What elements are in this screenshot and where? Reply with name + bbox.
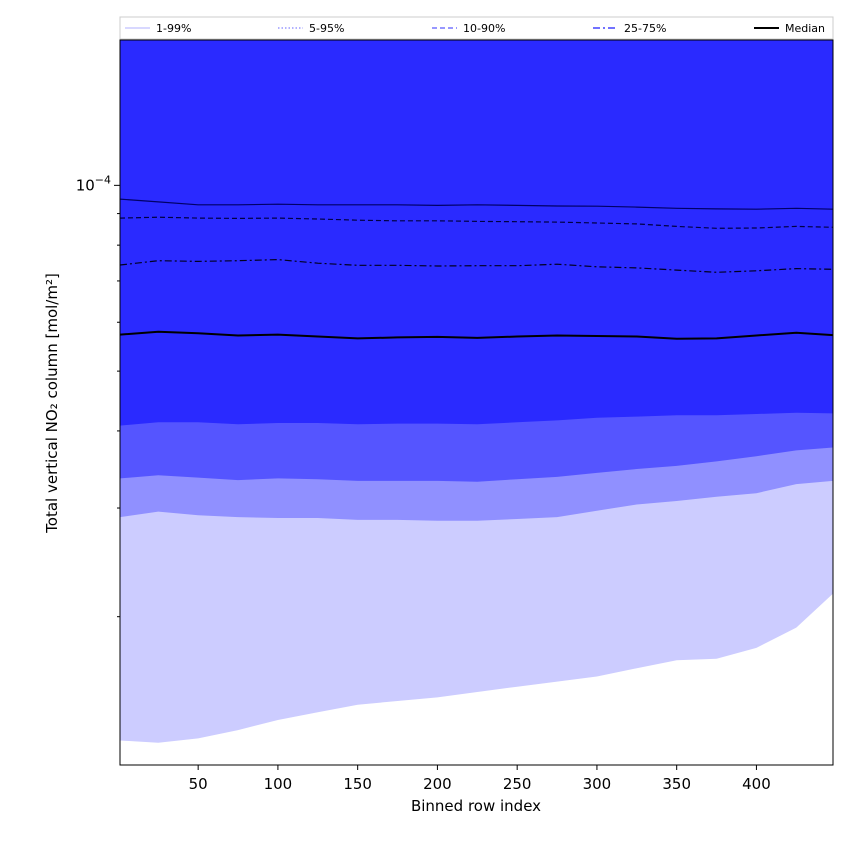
x-tick-label: 50 xyxy=(189,775,208,793)
legend-label: 10-90% xyxy=(463,22,505,35)
x-tick-label: 250 xyxy=(503,775,532,793)
x-tick-label: 300 xyxy=(583,775,612,793)
x-tick-label: 200 xyxy=(423,775,452,793)
y-axis-label: Total vertical NO₂ column [mol/m²] xyxy=(43,273,61,534)
y-tick-label: 10−4 xyxy=(76,173,111,194)
x-tick-label: 350 xyxy=(662,775,691,793)
series-line-1 xyxy=(120,198,833,210)
series-line-4 xyxy=(120,330,833,340)
series-line-2 xyxy=(120,216,833,229)
x-tick-label: 150 xyxy=(343,775,372,793)
legend-label: 1-99% xyxy=(156,22,191,35)
legend: 1-99% 5-95% 10-90% 25-75% Median xyxy=(119,16,834,40)
x-axis: 50 100 150 200 250 300 350 400 xyxy=(189,765,771,793)
legend-label: Median xyxy=(785,22,825,35)
bands-layer xyxy=(120,40,833,743)
legend-box xyxy=(119,16,834,40)
lines-layer xyxy=(120,198,833,340)
x-axis-label: Binned row index xyxy=(411,797,541,815)
plot-frame xyxy=(119,39,834,766)
legend-label: 5-95% xyxy=(309,22,344,35)
y-axis: 10−4 xyxy=(76,173,120,618)
band-4 xyxy=(120,40,833,426)
x-tick-label: 100 xyxy=(264,775,293,793)
x-tick-label: 400 xyxy=(742,775,771,793)
legend-label: 25-75% xyxy=(624,22,666,35)
